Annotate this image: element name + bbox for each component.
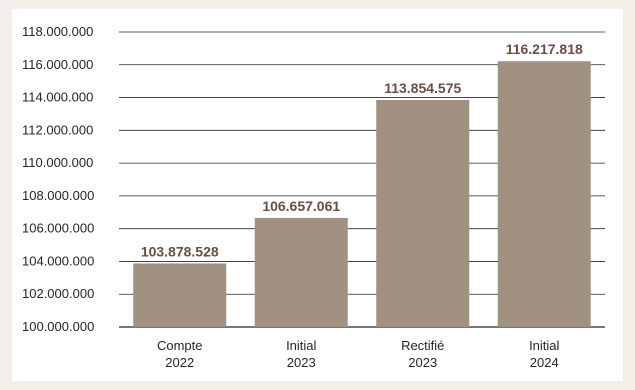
bar — [254, 217, 348, 327]
y-tick-label: 112.000.000 — [22, 122, 93, 137]
data-label-background — [502, 40, 586, 59]
y-tick-label: 118.000.000 — [22, 24, 93, 39]
bars — [133, 61, 591, 328]
x-axis-categories: Compte 2022 Initial 2023 Rectifié 2023 Initial… — [157, 338, 560, 370]
category-label-line1: Rectifié — [401, 338, 444, 353]
y-tick-label: 106.000.000 — [22, 221, 94, 236]
category-label-line1: Initial — [286, 338, 316, 353]
data-label: 106.657.061 — [262, 198, 340, 214]
category-label-line2: 2023 — [287, 355, 316, 370]
y-tick-label: 110.000.000 — [22, 155, 93, 170]
data-label: 103.878.528 — [141, 243, 219, 259]
category-label-line1: Initial — [529, 338, 559, 353]
data-label-background — [259, 196, 344, 215]
y-axis-ticks: 100.000.000 102.000.000 104.000.000 106.000… — [22, 24, 94, 334]
data-label-background — [381, 78, 465, 97]
data-label: 116.217.818 — [506, 41, 583, 57]
category-label-line1: Compte — [157, 338, 203, 353]
category-label-line2: 2022 — [165, 355, 194, 370]
y-tick-label: 100.000.000 — [22, 319, 94, 334]
y-tick-label: 114.000.000 — [22, 90, 93, 105]
bar — [376, 99, 470, 328]
bar — [497, 61, 591, 328]
bar-chart: 100.000.000 102.000.000 104.000.000 106.000… — [22, 24, 605, 370]
data-label: 113.854.575 — [384, 80, 461, 96]
y-tick-label: 104.000.000 — [22, 253, 94, 268]
category-label-line2: 2023 — [408, 355, 437, 370]
bar — [133, 263, 227, 327]
data-labels: 103.878.528 106.657.061 113.854.575 116.217… — [137, 40, 586, 261]
y-tick-label: 102.000.000 — [22, 286, 94, 301]
category-label-line2: 2024 — [530, 355, 559, 370]
data-label-background — [137, 242, 222, 261]
y-tick-label: 116.000.000 — [22, 57, 93, 72]
chart-frame: 100.000.000 102.000.000 104.000.000 106.000… — [12, 9, 623, 381]
y-tick-label: 108.000.000 — [22, 188, 94, 203]
